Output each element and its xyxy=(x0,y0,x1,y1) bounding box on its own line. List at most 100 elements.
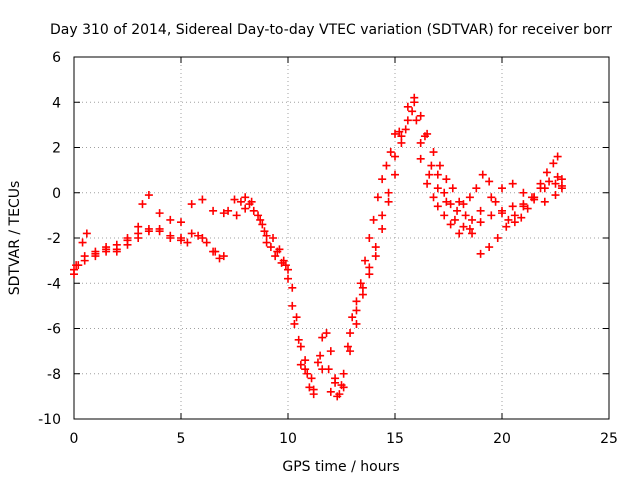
data-point xyxy=(316,351,325,360)
data-point xyxy=(91,247,100,256)
data-point xyxy=(384,188,393,197)
data-point xyxy=(378,175,387,184)
data-point xyxy=(262,231,271,240)
data-point xyxy=(313,358,322,367)
data-point xyxy=(202,238,211,247)
data-point xyxy=(70,265,78,274)
data-point xyxy=(266,243,275,252)
data-point xyxy=(365,234,374,242)
data-point xyxy=(256,215,265,224)
data-point xyxy=(301,356,310,365)
data-point xyxy=(339,369,348,378)
data-point xyxy=(284,274,292,283)
data-point xyxy=(254,211,263,220)
data-point xyxy=(433,184,442,193)
data-point xyxy=(209,206,218,215)
data-point xyxy=(301,365,310,374)
data-point xyxy=(459,222,468,231)
data-point xyxy=(352,297,361,306)
data-point xyxy=(397,138,406,147)
data-point xyxy=(485,243,494,252)
data-point xyxy=(369,215,378,224)
x-tick-label: 20 xyxy=(493,431,511,447)
data-point xyxy=(352,319,361,328)
data-point xyxy=(416,111,425,120)
axis-ticks xyxy=(73,56,610,420)
data-point xyxy=(553,152,562,161)
data-point xyxy=(356,279,365,288)
data-point xyxy=(551,179,560,188)
data-point xyxy=(258,220,267,229)
data-point xyxy=(318,365,327,374)
data-point xyxy=(410,98,419,107)
data-point xyxy=(305,383,314,392)
data-point xyxy=(453,206,462,215)
data-point xyxy=(557,175,566,184)
data-point xyxy=(384,197,393,206)
data-point xyxy=(461,211,470,220)
data-point xyxy=(326,347,335,356)
data-series-3 xyxy=(420,132,562,227)
x-tick-label: 5 xyxy=(177,431,186,447)
data-point xyxy=(292,313,301,322)
data-point xyxy=(508,202,517,211)
y-axis-label: SDTVAR / TECUs xyxy=(7,181,23,296)
data-point xyxy=(198,234,207,242)
data-point xyxy=(281,261,290,270)
x-axis-label: GPS time / hours xyxy=(282,459,399,475)
data-point xyxy=(478,170,487,179)
data-point xyxy=(277,258,286,267)
data-point xyxy=(134,229,143,238)
data-point xyxy=(391,170,399,179)
y-tick-label: 6 xyxy=(52,50,61,66)
data-point xyxy=(262,238,271,247)
data-point xyxy=(269,234,278,242)
data-point xyxy=(440,188,449,197)
data-point xyxy=(403,102,412,111)
data-point xyxy=(112,245,121,254)
data-point xyxy=(549,159,558,168)
data-point xyxy=(260,227,269,236)
data-point xyxy=(232,211,241,220)
data-point xyxy=(493,234,502,242)
data-point xyxy=(144,191,153,200)
data-point xyxy=(391,129,399,138)
data-series-2 xyxy=(72,98,566,401)
data-point xyxy=(166,231,175,240)
y-tick-label: -4 xyxy=(47,276,61,292)
data-point xyxy=(442,175,451,184)
data-point xyxy=(378,224,387,233)
data-point xyxy=(322,329,331,338)
data-point xyxy=(318,333,327,342)
data-point xyxy=(551,191,560,200)
data-point xyxy=(273,247,282,256)
data-point xyxy=(365,270,374,279)
data-point xyxy=(358,283,367,292)
data-point xyxy=(510,211,519,220)
data-point xyxy=(247,197,256,206)
data-point xyxy=(224,206,233,215)
x-tick-label: 25 xyxy=(600,431,618,447)
y-tick-label: -10 xyxy=(38,412,61,428)
y-tick-label: 2 xyxy=(52,141,61,157)
data-point xyxy=(446,220,455,229)
data-point xyxy=(519,188,528,197)
y-tick-label: -2 xyxy=(47,231,61,247)
data-point xyxy=(290,319,299,328)
data-point xyxy=(517,213,526,222)
x-tick-label: 15 xyxy=(386,431,404,447)
data-point xyxy=(348,313,357,322)
data-point xyxy=(403,116,412,125)
data-point xyxy=(296,360,305,369)
data-point xyxy=(468,215,477,224)
data-point xyxy=(155,209,164,218)
y-tick-label: -8 xyxy=(47,367,61,383)
y-tick-label: 0 xyxy=(52,186,61,202)
data-point xyxy=(198,195,207,204)
data-point xyxy=(442,197,451,206)
data-point xyxy=(72,261,81,270)
data-point xyxy=(326,387,335,396)
data-point xyxy=(450,215,459,224)
data-point xyxy=(504,215,513,224)
